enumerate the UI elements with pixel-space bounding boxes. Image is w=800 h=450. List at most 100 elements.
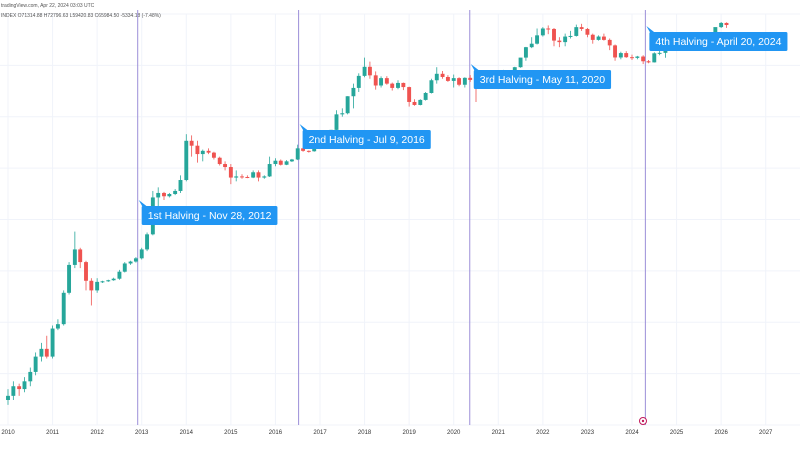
candle-body — [574, 27, 579, 36]
halving-callout-pointer — [138, 200, 148, 207]
candle — [234, 170, 239, 182]
candle-body — [22, 381, 27, 390]
candle-body — [518, 57, 523, 68]
candle-body — [55, 324, 60, 329]
x-tick-label: 2025 — [670, 430, 684, 436]
candle — [557, 37, 562, 48]
candle-body — [256, 172, 261, 178]
candle-body — [50, 328, 55, 357]
candle-body — [128, 261, 133, 264]
candle — [340, 108, 345, 117]
candle — [579, 23, 584, 31]
candle — [445, 75, 450, 82]
candles — [6, 22, 729, 405]
x-tick-label: 2020 — [447, 430, 461, 436]
candle — [401, 82, 406, 91]
halving-callout-label: 2nd Halving - Jul 9, 2016 — [309, 134, 425, 146]
candle-body — [546, 28, 551, 30]
candle — [89, 278, 94, 306]
candle — [111, 277, 116, 281]
x-tick-label: 2011 — [46, 430, 60, 436]
candle-body — [39, 348, 44, 357]
candle — [451, 74, 456, 88]
x-tick-label: 2014 — [180, 430, 194, 436]
candle — [72, 231, 77, 269]
candle — [574, 24, 579, 37]
candle-body — [607, 39, 612, 46]
candle-body — [139, 249, 144, 259]
candle — [139, 247, 144, 260]
candle — [630, 54, 634, 61]
candle — [396, 80, 400, 90]
candle-body — [278, 160, 283, 165]
candle-body — [223, 164, 228, 168]
candle-body — [557, 40, 562, 43]
candle — [173, 189, 178, 196]
candle — [145, 232, 150, 252]
halving-callout-label: 1st Halving - Nov 28, 2012 — [148, 210, 272, 222]
candle — [284, 160, 289, 166]
candle — [200, 149, 205, 162]
halving-callout-pointer — [646, 26, 656, 33]
candle — [596, 35, 601, 41]
x-tick-label: 2012 — [90, 430, 104, 436]
candle — [306, 150, 311, 153]
candle — [429, 78, 434, 94]
candle-body — [624, 53, 629, 58]
candle-body — [451, 78, 456, 81]
candle — [28, 367, 33, 387]
candle-body — [434, 73, 439, 81]
candle — [17, 383, 22, 396]
candle — [162, 191, 166, 201]
candle-body — [245, 176, 250, 178]
halving-lines — [137, 10, 646, 425]
candle — [295, 144, 300, 161]
candle-body — [356, 75, 361, 88]
candle — [418, 99, 423, 106]
candle-body — [162, 192, 166, 197]
candle — [434, 67, 439, 84]
candle-body — [89, 280, 94, 291]
candle-body — [100, 281, 105, 283]
candle — [462, 77, 467, 88]
candle — [373, 71, 378, 90]
x-tick-label: 2022 — [536, 430, 550, 436]
candle-body — [122, 263, 127, 272]
candle — [719, 22, 724, 29]
candle — [362, 57, 367, 78]
timeline-marker-icon[interactable] — [639, 417, 647, 425]
candle-body — [178, 180, 183, 191]
candle-body — [401, 82, 406, 88]
candle-body — [84, 262, 88, 281]
candle-body — [262, 176, 267, 178]
candle — [33, 352, 38, 376]
candle-body — [33, 356, 38, 372]
candle — [84, 260, 88, 291]
candle-body — [17, 386, 22, 390]
candle-body — [289, 159, 294, 162]
candle — [55, 319, 60, 331]
candle-body — [613, 45, 618, 58]
candle — [590, 33, 595, 44]
candle — [568, 30, 573, 39]
candle-body — [200, 150, 205, 155]
candle-body — [379, 78, 384, 86]
chart-grid — [0, 13, 800, 426]
candle — [457, 77, 462, 87]
x-tick-label: 2015 — [224, 430, 238, 436]
candle — [106, 279, 111, 282]
candle — [440, 70, 445, 79]
chart-ohlc-line: INDEX O71314.88 H72796.63 L59420.83 C659… — [1, 13, 161, 19]
candle-body — [61, 292, 66, 325]
candle-body — [295, 148, 300, 160]
candle — [724, 22, 729, 28]
candle-body — [306, 150, 311, 152]
candle — [267, 156, 272, 177]
candle-body — [367, 66, 372, 76]
candle — [6, 389, 10, 405]
candle-body — [145, 234, 150, 250]
candle-body — [234, 176, 239, 178]
halving-callout-pointer — [299, 124, 309, 131]
candle-body — [590, 34, 595, 40]
candle-body — [184, 140, 189, 181]
